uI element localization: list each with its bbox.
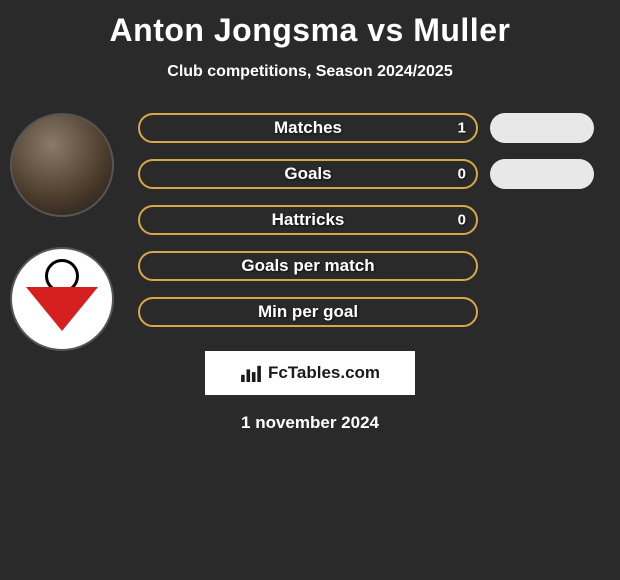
club-logo-inner: FC EMMEN bbox=[22, 259, 102, 339]
stat-row-goals-per-match: Goals per match bbox=[138, 251, 602, 281]
stat-label: Goals per match bbox=[241, 256, 374, 276]
content-area: FC EMMEN Matches 1 Goals 0 bbox=[0, 113, 620, 433]
stat-row-matches: Matches 1 bbox=[138, 113, 602, 143]
stat-bar: Matches 1 bbox=[138, 113, 478, 143]
stat-row-min-per-goal: Min per goal bbox=[138, 297, 602, 327]
comparison-widget: Anton Jongsma vs Muller Club competition… bbox=[0, 0, 620, 580]
page-title: Anton Jongsma vs Muller bbox=[0, 0, 620, 49]
stat-bar: Min per goal bbox=[138, 297, 478, 327]
stat-value: 0 bbox=[458, 166, 466, 183]
stat-bar: Hattricks 0 bbox=[138, 205, 478, 235]
stat-label: Hattricks bbox=[272, 210, 345, 230]
stat-label: Min per goal bbox=[258, 302, 358, 322]
player-avatar bbox=[10, 113, 114, 217]
chart-icon bbox=[240, 364, 262, 382]
brand-text: FcTables.com bbox=[268, 363, 380, 383]
club-logo: FC EMMEN bbox=[10, 247, 114, 351]
stat-label: Matches bbox=[274, 118, 342, 138]
stat-pill bbox=[490, 113, 594, 143]
footer: FcTables.com 1 november 2024 bbox=[0, 351, 620, 433]
stat-label: Goals bbox=[284, 164, 331, 184]
stat-row-hattricks: Hattricks 0 bbox=[138, 205, 602, 235]
stat-bar: Goals 0 bbox=[138, 159, 478, 189]
brand-logo-box[interactable]: FcTables.com bbox=[205, 351, 415, 395]
stat-bar: Goals per match bbox=[138, 251, 478, 281]
stat-row-goals: Goals 0 bbox=[138, 159, 602, 189]
avatars-column: FC EMMEN bbox=[10, 113, 114, 351]
stat-pill bbox=[490, 159, 594, 189]
date-text: 1 november 2024 bbox=[241, 413, 379, 433]
stat-value: 1 bbox=[458, 120, 466, 137]
club-logo-triangle-icon bbox=[26, 287, 98, 331]
stat-value: 0 bbox=[458, 212, 466, 229]
subtitle: Club competitions, Season 2024/2025 bbox=[0, 63, 620, 81]
